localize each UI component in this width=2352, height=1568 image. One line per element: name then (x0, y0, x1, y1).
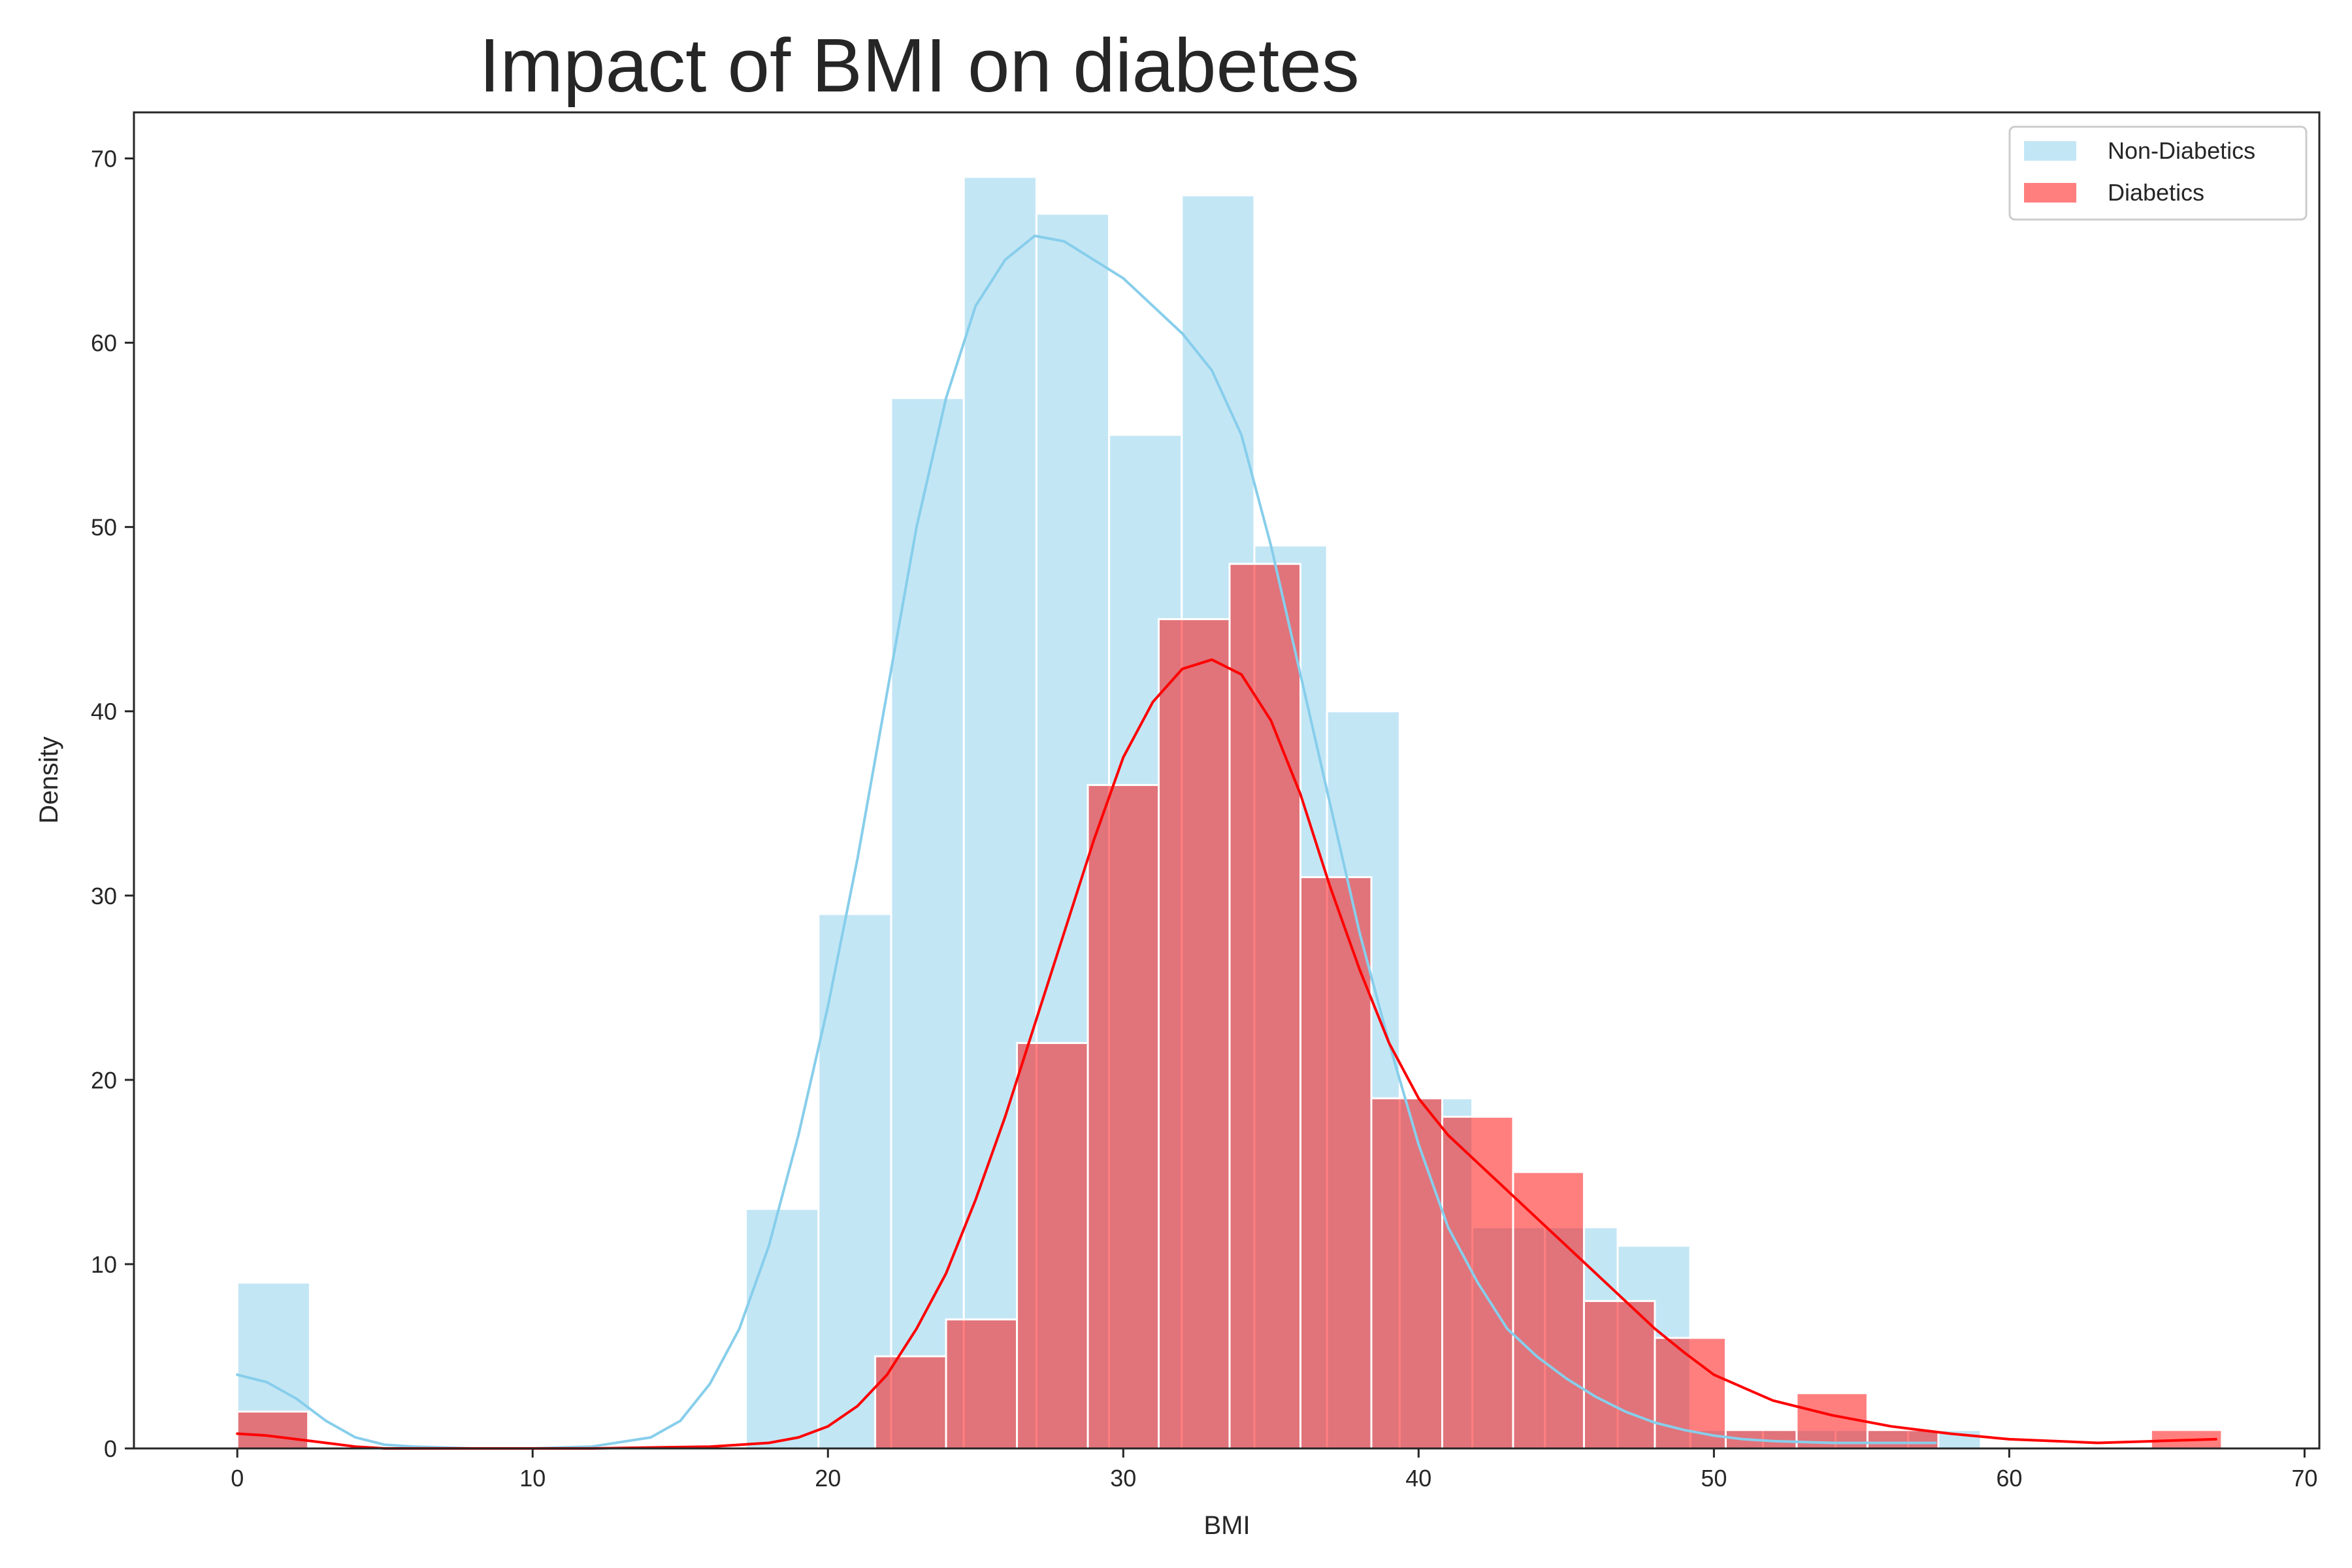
x-tick-label: 70 (2291, 1465, 2317, 1492)
diabetics-bar (1370, 1097, 1443, 1450)
y-tick-label: 30 (91, 883, 117, 909)
legend-label-non-diabetics: Non-Diabetics (2108, 137, 2255, 164)
diabetics-bar (945, 1318, 1019, 1450)
legend-swatch-diabetics (2024, 183, 2076, 203)
diabetics-bar (1158, 618, 1231, 1450)
legend-swatch-non-diabetics (2024, 141, 2076, 161)
diabetics-bar (1866, 1429, 1940, 1450)
legend-box (2008, 125, 2308, 221)
diabetics-bar (236, 1411, 310, 1450)
diabetics-bar (874, 1355, 947, 1450)
non-diabetics-bar (745, 1207, 820, 1450)
x-tick-label: 60 (1996, 1465, 2022, 1492)
x-axis-ticks: 0 10 20 30 40 50 60 70 (231, 1448, 2317, 1492)
y-axis-ticks: 0 10 20 30 40 50 60 70 (91, 146, 134, 1462)
y-tick-label: 0 (104, 1435, 117, 1462)
y-tick-label: 20 (91, 1067, 117, 1094)
legend: Non-Diabetics Diabetics (2008, 125, 2308, 221)
diabetics-bar (1299, 876, 1373, 1450)
y-tick-label: 70 (91, 146, 117, 172)
diabetics-bar (1228, 563, 1302, 1450)
y-tick-label: 50 (91, 514, 117, 541)
y-axis-label: Density (35, 736, 63, 823)
diabetics-kde-line (236, 658, 2217, 1450)
diabetics-bar (1086, 784, 1160, 1450)
x-tick-label: 20 (815, 1465, 841, 1492)
x-tick-label: 40 (1405, 1465, 1431, 1492)
x-tick-label: 30 (1110, 1465, 1136, 1492)
diabetics-bar (1512, 1171, 1585, 1450)
x-tick-label: 0 (231, 1465, 244, 1492)
legend-label-diabetics: Diabetics (2108, 179, 2204, 206)
diabetics-bar (1582, 1299, 1656, 1450)
plot-frame (133, 111, 2321, 1450)
x-tick-label: 50 (1701, 1465, 1727, 1492)
x-tick-label: 10 (519, 1465, 546, 1492)
y-tick-label: 40 (91, 698, 117, 725)
y-tick-label: 60 (91, 330, 117, 357)
chart-title: Impact of BMI on diabetes (479, 23, 1360, 108)
non-diabetics-bar (890, 397, 965, 1450)
diabetics-bar (1016, 1041, 1089, 1450)
x-axis-label: BMI (1203, 1511, 1250, 1540)
y-tick-label: 10 (91, 1251, 117, 1278)
